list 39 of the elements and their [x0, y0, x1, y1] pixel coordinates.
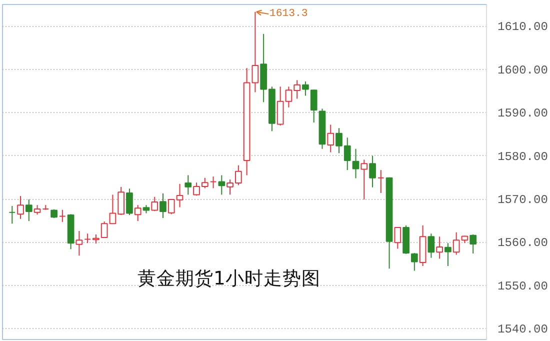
y-tick-label: 1580.00 [498, 150, 548, 164]
candlestick [444, 242, 452, 267]
candlestick [218, 174, 226, 196]
candlestick [410, 252, 418, 272]
candlestick [470, 234, 477, 254]
candlestick [377, 170, 384, 194]
candlestick [17, 195, 24, 220]
candlestick [352, 148, 360, 179]
candlestick [210, 176, 217, 189]
candlestick [151, 196, 158, 212]
candlestick [160, 192, 166, 219]
candlestick [92, 234, 100, 244]
y-tick-label: 1560.00 [498, 236, 548, 250]
y-tick-label: 1550.00 [498, 279, 548, 294]
y-tick-label: 1570.00 [498, 193, 548, 208]
candlestick [184, 174, 192, 196]
candlestick [25, 198, 32, 222]
candlestick [34, 204, 41, 216]
candlestick [310, 89, 318, 124]
y-tick-label: 1540.00 [498, 322, 548, 337]
candlestick [327, 124, 334, 153]
candlestick [369, 155, 376, 188]
candlestick [436, 236, 443, 260]
candlestick [134, 204, 142, 222]
text: 黄金期货1小时走势图 [138, 268, 320, 290]
candlestick [360, 159, 368, 200]
y-tick-label: 1590.00 [498, 106, 548, 121]
y-tick-label: 1610.00 [498, 20, 548, 34]
annotation: 1613.3 [269, 8, 308, 20]
candlestick [76, 230, 83, 256]
candlestick [428, 233, 435, 258]
candlestick [58, 209, 66, 222]
y-tick-label: 1600.00 [498, 63, 548, 78]
candlestick [8, 205, 16, 224]
candlestick [302, 80, 309, 96]
candlestick [84, 233, 91, 244]
candlestick [394, 226, 402, 250]
candlestick [252, 11, 259, 93]
candlestick [126, 188, 133, 216]
